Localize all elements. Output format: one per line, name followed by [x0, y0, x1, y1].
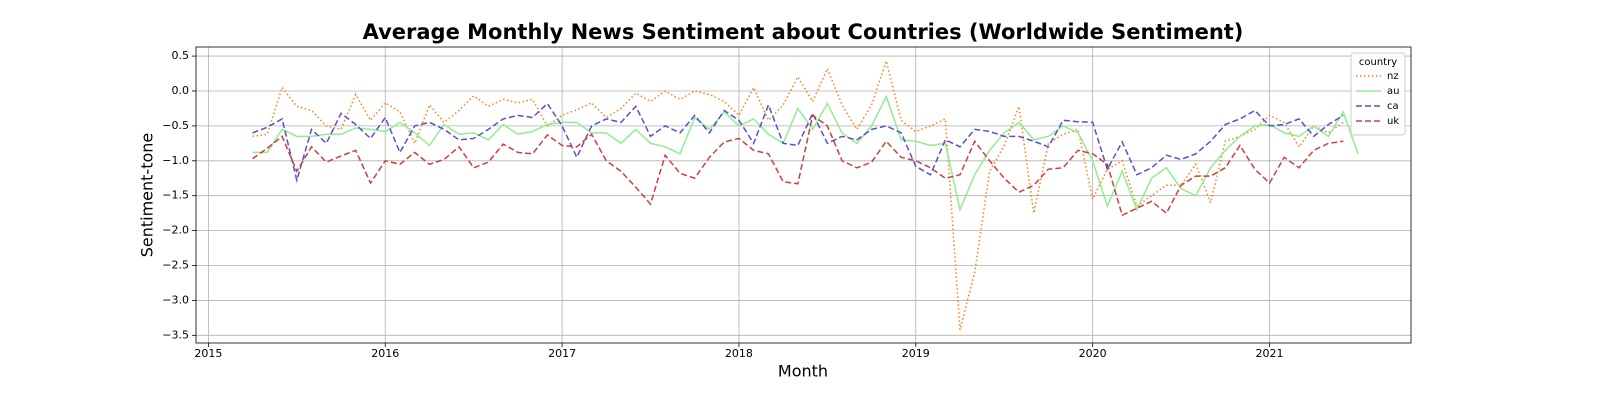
series-line — [252, 102, 1344, 184]
y-tick-label: −0.5 — [162, 119, 189, 132]
y-tick-label: −3.0 — [162, 293, 189, 306]
chart-title: Average Monthly News Sentiment about Cou… — [363, 20, 1244, 44]
legend: country nz au ca uk — [1350, 52, 1406, 136]
x-axis-label: Month — [778, 362, 828, 381]
x-tick-label: 2018 — [725, 347, 753, 360]
y-tick-label: −2.0 — [162, 224, 189, 237]
y-tick-label: −2.5 — [162, 259, 189, 272]
series-line — [252, 94, 1359, 213]
legend-label: uk — [1387, 116, 1399, 127]
plot-frame — [195, 46, 1412, 344]
series-line — [252, 114, 1344, 217]
x-tick-label: 2021 — [1256, 347, 1284, 360]
y-axis-label: Sentiment-tone — [138, 133, 157, 258]
legend-label: nz — [1387, 71, 1399, 82]
y-tick-label: 0.5 — [172, 49, 190, 62]
x-tick-label: 2017 — [548, 347, 576, 360]
y-tick-label: −1.0 — [162, 154, 189, 167]
y-tick-label: 0.0 — [172, 84, 190, 97]
legend-title: country — [1359, 57, 1397, 68]
x-tick-label: 2019 — [902, 347, 930, 360]
y-tick-label: −3.5 — [162, 328, 189, 341]
legend-box — [1350, 52, 1406, 136]
legend-label: au — [1387, 86, 1399, 97]
legend-label: ca — [1387, 101, 1399, 112]
x-tick-label: 2020 — [1079, 347, 1107, 360]
x-tick-label: 2015 — [194, 347, 222, 360]
x-tick-label: 2016 — [371, 347, 399, 360]
y-tick-label: −1.5 — [162, 189, 189, 202]
